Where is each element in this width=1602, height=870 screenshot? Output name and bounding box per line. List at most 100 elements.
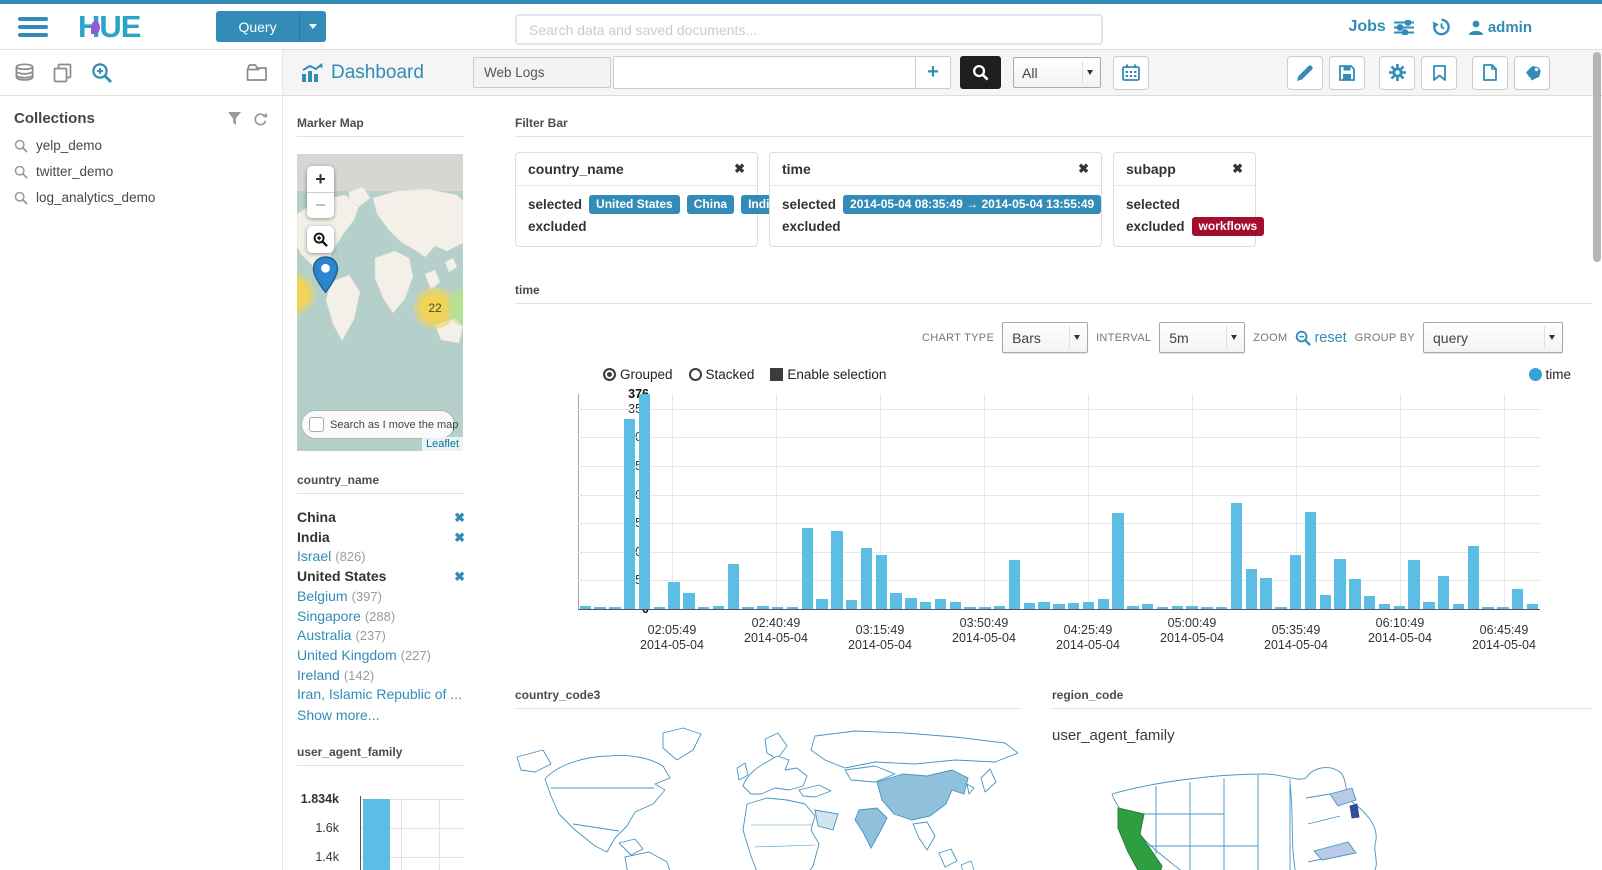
time-bar[interactable]: [1393, 606, 1406, 609]
calendar-button[interactable]: [1113, 55, 1149, 90]
time-bar[interactable]: [860, 548, 873, 609]
add-widget-button[interactable]: +: [915, 56, 951, 89]
time-bar[interactable]: [1082, 602, 1095, 609]
time-bar[interactable]: [1053, 604, 1065, 609]
time-bar[interactable]: [934, 599, 947, 609]
bookmark-button[interactable]: [1421, 55, 1457, 90]
time-bar[interactable]: [993, 606, 1006, 609]
map-box-zoom-button[interactable]: [307, 226, 334, 253]
us-gradient-map[interactable]: [1094, 754, 1593, 870]
time-bar[interactable]: [1171, 606, 1184, 609]
scope-select[interactable]: All: [1013, 57, 1101, 88]
time-bar[interactable]: [1260, 578, 1272, 609]
time-bar[interactable]: [1289, 555, 1302, 609]
tags-button[interactable]: [1514, 55, 1550, 90]
time-bar[interactable]: [949, 602, 962, 609]
dashboard-query-input[interactable]: [613, 56, 915, 89]
user-agent-family-chart[interactable]: 1.834k 1.6k 1.4k: [297, 786, 465, 870]
time-bar[interactable]: [1452, 604, 1465, 609]
facet-item-label[interactable]: India: [297, 528, 330, 545]
time-bar[interactable]: [875, 555, 888, 609]
time-bar[interactable]: [1215, 607, 1228, 609]
facet-item-label[interactable]: Israel: [297, 548, 332, 565]
time-bar[interactable]: [653, 607, 666, 609]
time-bar[interactable]: [623, 419, 636, 609]
settings-button[interactable]: [1379, 55, 1415, 90]
facet-item-label[interactable]: China: [297, 509, 336, 525]
map-cluster[interactable]: 2: [447, 285, 463, 327]
interval-select[interactable]: 5m: [1159, 322, 1246, 353]
refresh-icon[interactable]: [253, 112, 268, 126]
time-bar[interactable]: [964, 607, 976, 609]
folder-icon[interactable]: [246, 63, 268, 82]
save-button[interactable]: [1329, 55, 1365, 90]
time-bar[interactable]: [1038, 602, 1050, 609]
query-button[interactable]: Query: [216, 11, 326, 42]
time-bar[interactable]: [594, 607, 606, 609]
time-bar[interactable]: [1304, 512, 1317, 609]
time-bar[interactable]: [1097, 599, 1110, 609]
time-bar[interactable]: [1482, 607, 1494, 609]
time-bar[interactable]: [1156, 607, 1169, 609]
map-zoom-in-button[interactable]: +: [307, 166, 334, 192]
map-marker-pin[interactable]: [312, 256, 339, 294]
facet-item-label[interactable]: Singapore: [297, 607, 361, 624]
time-bar[interactable]: [1008, 560, 1021, 609]
time-bar[interactable]: [712, 606, 725, 609]
grouped-radio[interactable]: Grouped: [603, 367, 673, 382]
collection-item[interactable]: twitter_demo: [14, 164, 268, 179]
time-bar[interactable]: [1363, 596, 1376, 609]
time-bar[interactable]: [609, 607, 621, 609]
facet-item-label[interactable]: Australia: [297, 627, 352, 644]
time-bar[interactable]: [1186, 606, 1198, 609]
time-bar[interactable]: [786, 607, 799, 609]
group-by-select[interactable]: query: [1423, 322, 1563, 353]
leaflet-attribution-link[interactable]: Leaflet: [421, 437, 463, 451]
time-bar[interactable]: [1334, 559, 1346, 609]
map-zoom-out-button[interactable]: −: [307, 192, 334, 218]
search-as-move-checkbox[interactable]: [309, 417, 324, 432]
close-icon[interactable]: ✖: [1078, 161, 1089, 176]
time-bar[interactable]: [905, 598, 917, 609]
filter-value-badge[interactable]: China: [686, 194, 735, 214]
facet-item-label[interactable]: Ireland: [297, 666, 340, 683]
collection-item[interactable]: yelp_demo: [14, 138, 268, 153]
hamburger-menu-icon[interactable]: [18, 13, 48, 41]
time-bar[interactable]: [697, 607, 710, 609]
time-bar[interactable]: [771, 607, 784, 609]
time-bar[interactable]: [683, 593, 695, 609]
time-bar[interactable]: [579, 606, 592, 609]
time-bar[interactable]: [1467, 546, 1480, 609]
time-bar[interactable]: [1511, 589, 1524, 609]
vertical-scrollbar[interactable]: [1592, 50, 1602, 870]
facet-item-label[interactable]: United States: [297, 568, 387, 585]
zoom-in-search-icon[interactable]: [91, 62, 113, 84]
scrollbar-thumb[interactable]: [1593, 52, 1601, 262]
filter-value-badge[interactable]: United States: [589, 194, 680, 214]
enable-selection-checkbox[interactable]: Enable selection: [770, 367, 886, 382]
jobs-link[interactable]: Jobs: [1348, 18, 1414, 36]
map-cluster[interactable]: 5: [297, 273, 315, 315]
time-bar[interactable]: [1408, 560, 1420, 609]
filter-value-badge[interactable]: workflows: [1191, 216, 1265, 236]
new-document-button[interactable]: [1472, 55, 1508, 90]
facet-item-label[interactable]: Belgium: [297, 587, 348, 604]
time-bar[interactable]: [979, 607, 991, 609]
time-bar[interactable]: [1230, 503, 1243, 609]
time-bar[interactable]: [919, 602, 932, 609]
close-icon[interactable]: ✖: [1232, 161, 1243, 176]
time-bar[interactable]: [1245, 569, 1258, 609]
facet-item-label[interactable]: United Kingdom: [297, 646, 397, 663]
collection-item[interactable]: log_analytics_demo: [14, 190, 268, 205]
time-bar[interactable]: [801, 528, 814, 609]
series-legend[interactable]: time: [1529, 367, 1571, 382]
time-bar[interactable]: [831, 531, 843, 609]
time-bar[interactable]: [727, 564, 740, 609]
time-bar[interactable]: [1349, 579, 1361, 609]
marker-map[interactable]: + −: [297, 154, 463, 451]
world-gradient-map[interactable]: [515, 725, 1020, 870]
dashboard-search-button[interactable]: [960, 56, 1001, 89]
history-icon[interactable]: [1432, 18, 1451, 36]
user-menu[interactable]: admin: [1468, 19, 1532, 36]
filter-value-badge[interactable]: 2014-05-04 08:35:49 → 2014-05-04 13:55:4…: [843, 194, 1102, 214]
